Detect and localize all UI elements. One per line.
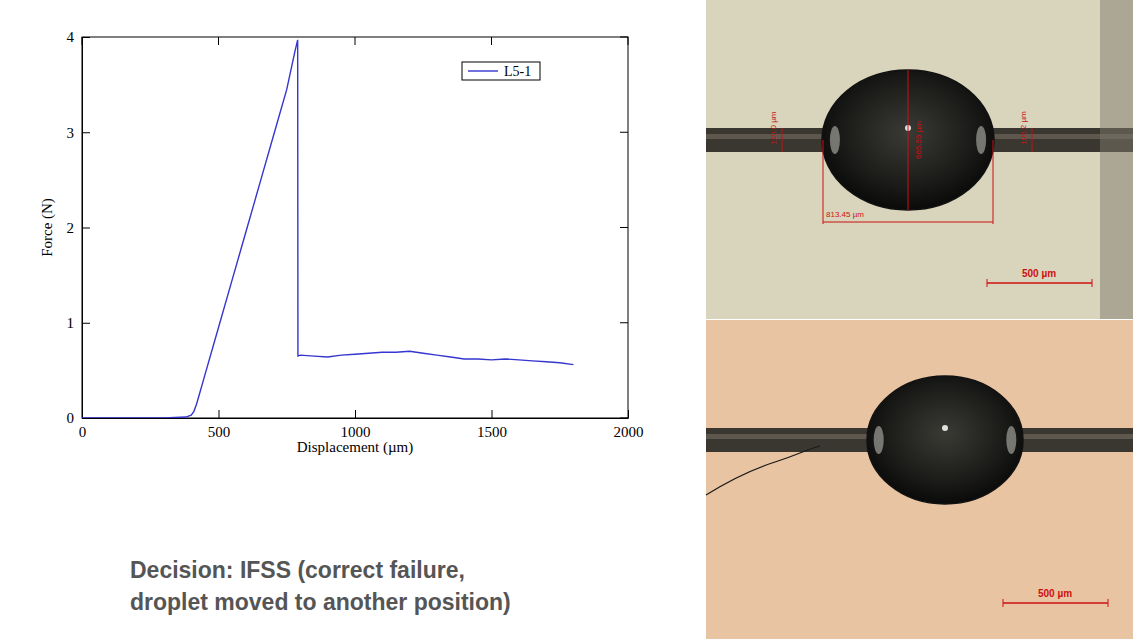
tick-label: 0: [79, 424, 87, 440]
photo-background: [706, 0, 1133, 319]
droplet-highlight: [874, 426, 884, 454]
droplet-highlight: [976, 126, 986, 154]
measure-label: 106.2 µm: [1019, 111, 1028, 145]
slide: 0 500 1000 1500 2000 0 1 2 3 4 Displacement (µm) Fo…: [0, 0, 1133, 639]
measure-line: [823, 140, 824, 224]
scale-bar: [1092, 279, 1093, 287]
tick: 1: [67, 315, 91, 331]
micrograph: 500 µm: [706, 320, 1133, 639]
tick-mark: [620, 37, 628, 38]
scale-bar: [1108, 599, 1109, 607]
legend-swatch: [468, 70, 498, 71]
tick-label: 4: [67, 29, 75, 45]
droplet: [822, 70, 994, 210]
tick-mark: [82, 37, 90, 38]
tick-mark: [82, 37, 83, 45]
tick-mark: [219, 410, 220, 418]
measure-line: [993, 140, 994, 224]
tick-mark: [82, 228, 90, 229]
y-axis-title: Force (N): [39, 198, 56, 257]
x-axis-title: Displacement (µm): [297, 439, 414, 456]
tick-label: 1500: [477, 424, 507, 440]
droplet-highlight: [830, 126, 840, 154]
tick-label: 3: [67, 125, 75, 141]
tick-mark: [355, 410, 356, 418]
tick-label: 2000: [614, 424, 644, 440]
measure-line: [908, 70, 909, 210]
stray-filament: [706, 446, 820, 495]
scale-bar: [987, 279, 988, 287]
decision-text: Decision: IFSS (correct failure,: [130, 557, 465, 583]
scale-bar: [987, 282, 1092, 284]
measure-line: [823, 222, 993, 223]
tick-label: 2: [67, 220, 75, 236]
legend: L5-1: [462, 62, 540, 80]
measure-line: [1032, 128, 1033, 152]
tick-mark: [628, 410, 629, 418]
scale-bar-label: 500 µm: [1038, 588, 1072, 599]
measure-label: 813.45 µm: [826, 210, 864, 219]
chart: 0 500 1000 1500 2000 0 1 2 3 4 Displacement (µm) Fo…: [39, 29, 644, 456]
tick-mark: [628, 37, 629, 45]
scale-bar-label: 500 µm: [1022, 268, 1056, 279]
scale-bar: [1003, 599, 1004, 607]
droplet: [867, 376, 1023, 504]
scale-bar: [1003, 602, 1108, 604]
x-axis: 0 500 1000 1500 2000: [79, 410, 644, 440]
legend-label: L5-1: [504, 64, 531, 79]
tick-mark: [355, 37, 356, 45]
measure-label: 110.0 µm: [769, 111, 778, 144]
tick-mark: [492, 410, 493, 418]
measure-line: [782, 128, 783, 152]
tick-mark: [82, 323, 90, 324]
plot-frame: [82, 37, 628, 418]
tick-mark: [620, 322, 628, 323]
tick-mark: [82, 418, 90, 419]
tick-mark: [620, 132, 628, 133]
tick: 500: [208, 410, 231, 440]
photo-background: [706, 320, 1133, 639]
plot-marks: [82, 40, 573, 418]
droplet-reflection: [942, 425, 948, 431]
tick-label: 1000: [341, 424, 371, 440]
decision-text: droplet moved to another position): [130, 589, 511, 615]
tick: 2: [67, 220, 91, 236]
tick: 0: [67, 410, 91, 426]
axis-line: [83, 418, 629, 419]
measurements: 110.0 µm 665.59 µm 106.2 µm 813.45 µm: [769, 70, 1032, 224]
tick: 1000: [341, 410, 371, 440]
tick-label: 1: [67, 315, 75, 331]
droplet-highlight: [1006, 426, 1016, 454]
tick: 4: [67, 29, 91, 45]
tick-label: 500: [208, 424, 231, 440]
legend-box: [462, 62, 540, 80]
photo-shadow: [1100, 0, 1133, 319]
mirror-ticks: [82, 37, 628, 418]
tick: 1500: [477, 410, 507, 440]
tick: 3: [67, 125, 91, 141]
tick-mark: [82, 132, 90, 133]
tick-label: 0: [67, 410, 75, 426]
tick-mark: [218, 37, 219, 45]
measure-label: 665.59 µm: [914, 121, 923, 159]
tick-mark: [620, 418, 628, 419]
tick-mark: [491, 37, 492, 45]
y-axis: 0 1 2 3 4: [67, 29, 91, 426]
series-line: [82, 40, 573, 418]
tick-mark: [620, 227, 628, 228]
tick: 2000: [614, 410, 644, 440]
micrograph: 500 µm 110.0 µm 665.59 µm 106.2 µm 813.45 µm: [706, 0, 1133, 319]
